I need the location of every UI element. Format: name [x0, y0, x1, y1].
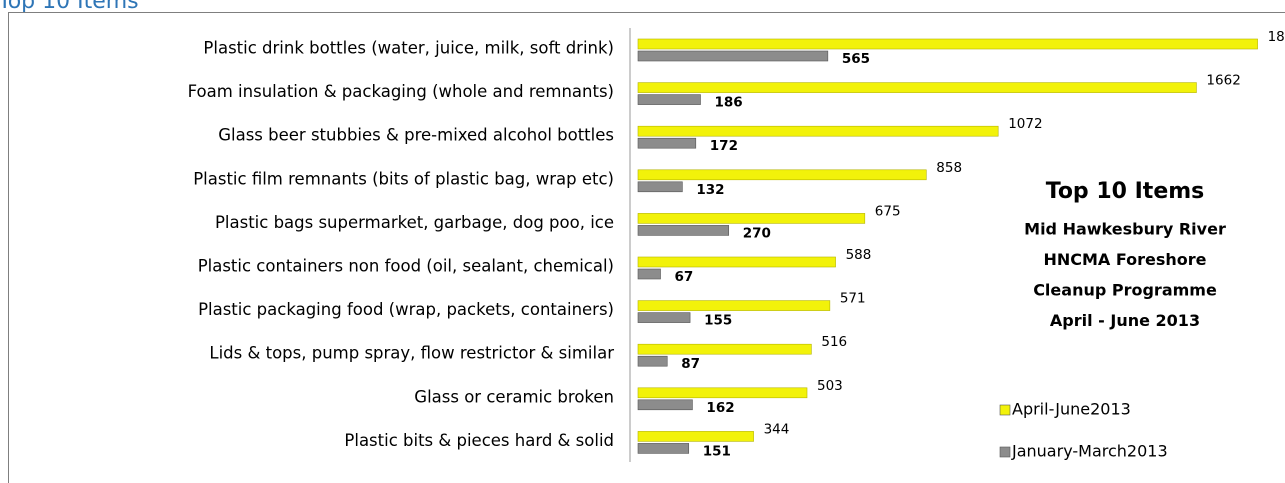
value-label: 516 — [821, 334, 847, 350]
bar — [637, 343, 812, 355]
value-label: 186 — [714, 95, 742, 111]
category-label: Lids & tops, pump spray, flow restrictor… — [209, 344, 614, 363]
bar — [637, 50, 829, 62]
value-label: 1072 — [1008, 116, 1042, 132]
bar — [637, 169, 927, 181]
chart-subtitle: HNCMA Foreshore — [1043, 250, 1206, 269]
bar — [637, 38, 1258, 50]
value-label: 162 — [706, 400, 734, 416]
bar — [637, 355, 668, 367]
category-label: Glass or ceramic broken — [414, 387, 614, 406]
bar — [637, 431, 754, 442]
value-label: 858 — [936, 160, 962, 176]
bar — [637, 125, 999, 137]
bar — [637, 137, 697, 149]
bar — [637, 82, 1197, 93]
value-label: 1844 — [1268, 29, 1285, 45]
chart-title: Top 10 Items — [1046, 179, 1205, 204]
page-heading: Top 10 Items — [0, 0, 139, 14]
value-label: 503 — [817, 378, 843, 394]
bar — [637, 256, 836, 268]
chart-subtitle: Mid Hawkesbury River — [1024, 220, 1226, 239]
value-label: 172 — [710, 138, 738, 154]
bar — [637, 443, 690, 454]
value-label: 132 — [696, 182, 724, 198]
category-label: Plastic bits & pieces hard & solid — [344, 431, 614, 450]
category-label: Plastic drink bottles (water, juice, mil… — [203, 39, 614, 58]
bar — [637, 225, 730, 236]
value-label: 675 — [875, 203, 901, 219]
category-label: Plastic film remnants (bits of plastic b… — [193, 169, 614, 188]
legend-label: January-March2013 — [1011, 442, 1168, 461]
bar — [637, 399, 693, 411]
bar — [637, 387, 808, 399]
legend-swatch — [999, 404, 1011, 416]
chart-frame — [8, 12, 1285, 483]
category-label: Plastic packaging food (wrap, packets, c… — [198, 300, 614, 319]
category-label: Foam insulation & packaging (whole and r… — [188, 82, 614, 101]
value-label: 1662 — [1206, 73, 1240, 89]
chart-subtitle: April - June 2013 — [1050, 311, 1200, 330]
value-label: 344 — [764, 421, 790, 437]
value-label: 155 — [704, 313, 732, 329]
value-label: 87 — [681, 356, 700, 372]
bar — [637, 181, 683, 193]
value-label: 588 — [846, 247, 872, 263]
bar — [637, 300, 831, 311]
legend-swatch — [999, 446, 1011, 458]
value-label: 565 — [842, 51, 870, 67]
category-label: Plastic containers non food (oil, sealan… — [198, 257, 614, 276]
chart-subtitle: Cleanup Programme — [1033, 281, 1217, 300]
value-label: 151 — [703, 443, 731, 459]
legend-label: April-June2013 — [1012, 400, 1131, 419]
bar — [637, 213, 866, 224]
value-label: 67 — [675, 269, 694, 285]
value-label: 571 — [840, 291, 866, 307]
bar — [637, 312, 691, 323]
bar — [637, 94, 701, 105]
category-label: Glass beer stubbies & pre-mixed alcohol … — [218, 126, 614, 145]
bar — [637, 268, 661, 280]
category-label: Plastic bags supermarket, garbage, dog p… — [215, 213, 614, 232]
value-label: 270 — [743, 225, 771, 241]
